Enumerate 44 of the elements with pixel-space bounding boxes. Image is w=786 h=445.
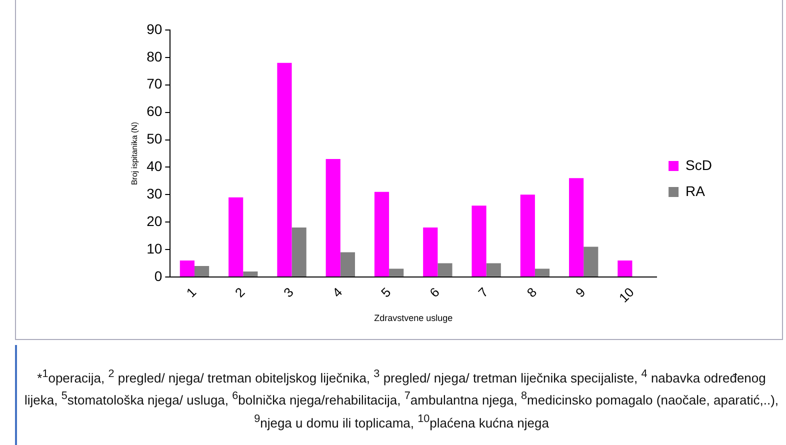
bar xyxy=(228,197,244,276)
bar xyxy=(194,266,210,276)
bar xyxy=(520,194,535,276)
legend-label: ScD xyxy=(686,156,712,173)
x-tick-label: 3 xyxy=(280,284,296,300)
x-tick-label: 7 xyxy=(475,284,491,300)
bar xyxy=(340,252,355,276)
x-tick-label: 9 xyxy=(572,284,588,300)
y-tick-label: 40 xyxy=(146,158,162,174)
x-tick-label: 4 xyxy=(329,284,346,300)
x-axis-title: Zdravstvene usluge xyxy=(374,313,453,324)
y-tick-label: 0 xyxy=(154,268,162,284)
x-tick-label: 1 xyxy=(183,284,200,300)
y-tick-label: 10 xyxy=(146,240,162,256)
bar xyxy=(180,260,194,276)
x-tick-label: 6 xyxy=(426,284,442,300)
bar xyxy=(618,260,632,276)
bar xyxy=(277,62,292,276)
y-tick-label: 90 xyxy=(146,20,162,37)
bar xyxy=(438,263,452,276)
bar xyxy=(389,268,404,276)
bar xyxy=(243,271,258,276)
bar xyxy=(486,263,501,276)
y-tick-label: 50 xyxy=(146,130,162,147)
bar xyxy=(374,192,390,276)
x-tick-label: 10 xyxy=(616,284,637,306)
y-tick-label: 20 xyxy=(146,212,162,229)
bar xyxy=(534,268,550,276)
y-axis-title: Broj ispitanika (N) xyxy=(130,122,140,186)
y-tick-label: 60 xyxy=(146,103,162,120)
text: *$^{1}$operacija, $^{2}$ pregled/ njega/ tretman obiteljskog liječnika, $^{3}$ pregled/ njega/ tretman liječnika specijaliste, $^{4}$ nabavka određenog lijeka, $^{5}$stomatološka njega/ usluga, $^{6}$bolnička njega/rehabilitacija, $^{7}$ambulantna njega, $^{8}$medicinsko pomagalo (naočale, aparatić,..), $^{9}$njega u domu ili toplicama, $^{10}$plaćena kućna njega xyxy=(24,368,779,430)
y-tick-label: 70 xyxy=(146,76,162,92)
y-tick-label: 80 xyxy=(146,48,162,64)
legend-label: RA xyxy=(686,182,706,199)
x-tick-label: 2 xyxy=(232,284,248,300)
bar xyxy=(326,158,340,276)
x-tick-label: 5 xyxy=(378,284,394,300)
x-tick-label: 8 xyxy=(524,284,540,300)
bar xyxy=(423,228,438,276)
bar xyxy=(292,228,306,276)
y-tick-label: 30 xyxy=(146,185,162,202)
bar xyxy=(569,178,584,276)
bar xyxy=(472,206,486,276)
bar xyxy=(584,246,598,276)
